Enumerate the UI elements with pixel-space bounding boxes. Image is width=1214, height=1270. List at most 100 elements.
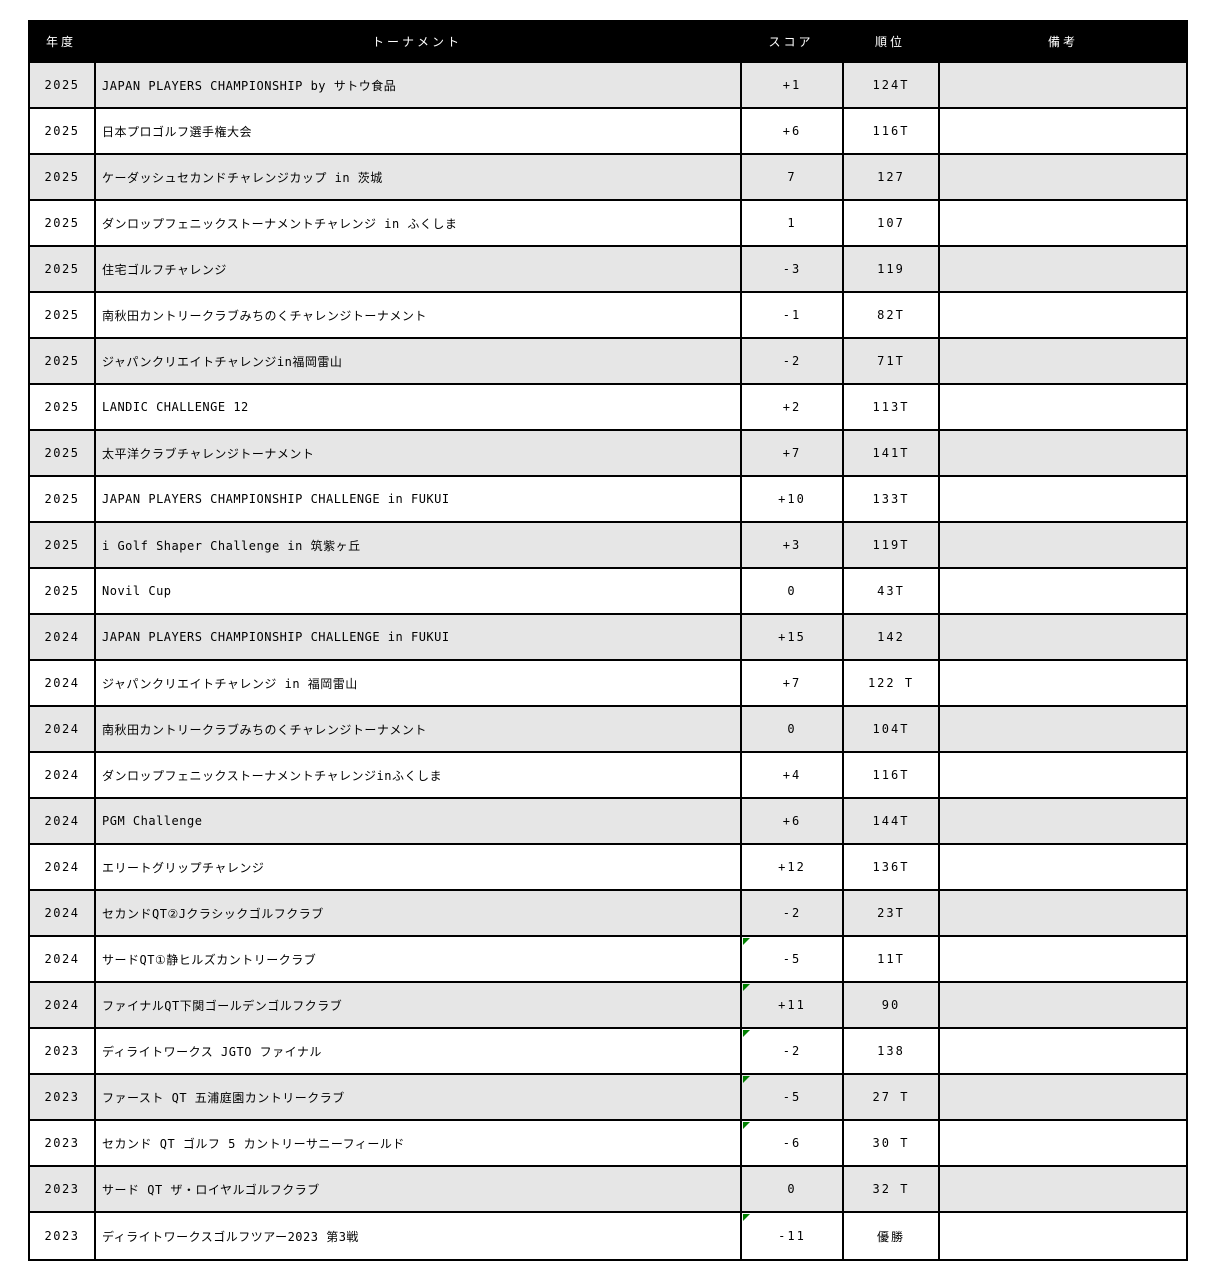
tournament-cell: 日本プロゴルフ選手権大会 [96, 109, 742, 153]
tournament-cell: サード QT ザ・ロイヤルゴルフクラブ [96, 1167, 742, 1211]
rank-cell: 113T [844, 385, 940, 429]
score-cell: +10 [742, 477, 844, 521]
year-cell: 2024 [30, 983, 96, 1027]
tournament-cell: 南秋田カントリークラブみちのくチャレンジトーナメント [96, 707, 742, 751]
score-cell: -5 [742, 1075, 844, 1119]
score-cell: +15 [742, 615, 844, 659]
table-row: 2024 サードQT①静ヒルズカントリークラブ -5 11T [30, 937, 1186, 983]
tournament-cell: ケーダッシュセカンドチャレンジカップ in 茨城 [96, 155, 742, 199]
table-row: 2024 南秋田カントリークラブみちのくチャレンジトーナメント 0 104T [30, 707, 1186, 753]
table-row: 2023 セカンド QT ゴルフ 5 カントリーサニーフィールド -6 30 T [30, 1121, 1186, 1167]
rank-cell: 82T [844, 293, 940, 337]
header-score: スコア [768, 34, 814, 49]
rank-cell: 141T [844, 431, 940, 475]
notes-cell [940, 661, 1186, 705]
year-cell: 2025 [30, 385, 96, 429]
score-value: +7 [782, 446, 802, 460]
rank-cell: 11T [844, 937, 940, 981]
rank-cell: 23T [844, 891, 940, 935]
year-cell: 2024 [30, 661, 96, 705]
tournament-cell: i Golf Shaper Challenge in 筑紫ヶ丘 [96, 523, 742, 567]
score-cell: +4 [742, 753, 844, 797]
table-row: 2024 JAPAN PLAYERS CHAMPIONSHIP CHALLENG… [30, 615, 1186, 661]
rank-cell: 122 T [844, 661, 940, 705]
year-cell: 2025 [30, 109, 96, 153]
rank-cell: 30 T [844, 1121, 940, 1165]
table-row: 2024 エリートグリップチャレンジ +12 136T [30, 845, 1186, 891]
table-row: 2023 ディライトワークスゴルフツアー2023 第3戦 -11 優勝 [30, 1213, 1186, 1259]
table-row: 2023 ファースト QT 五浦庭園カントリークラブ -5 27 T [30, 1075, 1186, 1121]
score-cell: -2 [742, 1029, 844, 1073]
tournament-cell: ディライトワークスゴルフツアー2023 第3戦 [96, 1213, 742, 1259]
year-cell: 2025 [30, 293, 96, 337]
score-cell: +6 [742, 799, 844, 843]
table-row: 2024 PGM Challenge +6 144T [30, 799, 1186, 845]
table-row: 2025 ケーダッシュセカンドチャレンジカップ in 茨城 7 127 [30, 155, 1186, 201]
year-cell: 2025 [30, 247, 96, 291]
tournament-cell: エリートグリップチャレンジ [96, 845, 742, 889]
score-cell: +7 [742, 661, 844, 705]
rank-cell: 119T [844, 523, 940, 567]
year-cell: 2025 [30, 477, 96, 521]
table-row: 2025 住宅ゴルフチャレンジ -3 119 [30, 247, 1186, 293]
score-cell: -3 [742, 247, 844, 291]
tournament-cell: ファイナルQT下関ゴールデンゴルフクラブ [96, 983, 742, 1027]
score-cell: 1 [742, 201, 844, 245]
score-value: -11 [778, 1229, 806, 1243]
notes-cell [940, 293, 1186, 337]
tournament-cell: ファースト QT 五浦庭園カントリークラブ [96, 1075, 742, 1119]
notes-cell [940, 753, 1186, 797]
year-cell: 2025 [30, 431, 96, 475]
tournament-cell: JAPAN PLAYERS CHAMPIONSHIP by サトウ食品 [96, 63, 742, 107]
rank-cell: 136T [844, 845, 940, 889]
notes-cell [940, 201, 1186, 245]
tournament-cell: ダンロップフェニックストーナメントチャレンジinふくしま [96, 753, 742, 797]
score-cell: -1 [742, 293, 844, 337]
notes-cell [940, 109, 1186, 153]
table-row: 2025 i Golf Shaper Challenge in 筑紫ヶ丘 +3 … [30, 523, 1186, 569]
table-row: 2025 LANDIC CHALLENGE 12 +2 113T [30, 385, 1186, 431]
year-cell: 2024 [30, 845, 96, 889]
comment-flag-icon [743, 1030, 750, 1037]
rank-cell: 116T [844, 109, 940, 153]
notes-cell [940, 1075, 1186, 1119]
notes-cell [940, 477, 1186, 521]
score-cell: +12 [742, 845, 844, 889]
score-cell: -11 [742, 1213, 844, 1259]
score-value: 0 [787, 1182, 797, 1196]
year-cell: 2024 [30, 753, 96, 797]
score-cell: 7 [742, 155, 844, 199]
table-row: 2024 セカンドQT②Jクラシックゴルフクラブ -2 23T [30, 891, 1186, 937]
score-value: -3 [782, 262, 802, 276]
comment-flag-icon [743, 1214, 750, 1221]
year-cell: 2023 [30, 1075, 96, 1119]
table-body: 2025 JAPAN PLAYERS CHAMPIONSHIP by サトウ食品… [28, 62, 1188, 1261]
header-notes: 備考 [1047, 34, 1078, 49]
table-row: 2024 ファイナルQT下関ゴールデンゴルフクラブ +11 90 [30, 983, 1186, 1029]
score-value: -5 [782, 952, 802, 966]
tournament-cell: セカンド QT ゴルフ 5 カントリーサニーフィールド [96, 1121, 742, 1165]
score-value: +15 [778, 630, 806, 644]
rank-cell: 119 [844, 247, 940, 291]
table-row: 2025 Novil Cup 0 43T [30, 569, 1186, 615]
rank-cell: 優勝 [844, 1213, 940, 1259]
score-cell: -2 [742, 339, 844, 383]
header-year: 年度 [45, 34, 76, 49]
year-cell: 2024 [30, 937, 96, 981]
score-value: -5 [782, 1090, 802, 1104]
year-cell: 2024 [30, 799, 96, 843]
notes-cell [940, 523, 1186, 567]
score-value: +11 [778, 998, 806, 1012]
score-value: -1 [782, 308, 802, 322]
year-cell: 2025 [30, 569, 96, 613]
notes-cell [940, 845, 1186, 889]
header-tournament: トーナメント [371, 34, 462, 49]
score-value: +4 [782, 768, 802, 782]
score-value: +7 [782, 676, 802, 690]
score-cell: +2 [742, 385, 844, 429]
score-cell: +7 [742, 431, 844, 475]
tournament-cell: 住宅ゴルフチャレンジ [96, 247, 742, 291]
score-value: 7 [787, 170, 797, 184]
score-value: +2 [782, 400, 802, 414]
notes-cell [940, 799, 1186, 843]
